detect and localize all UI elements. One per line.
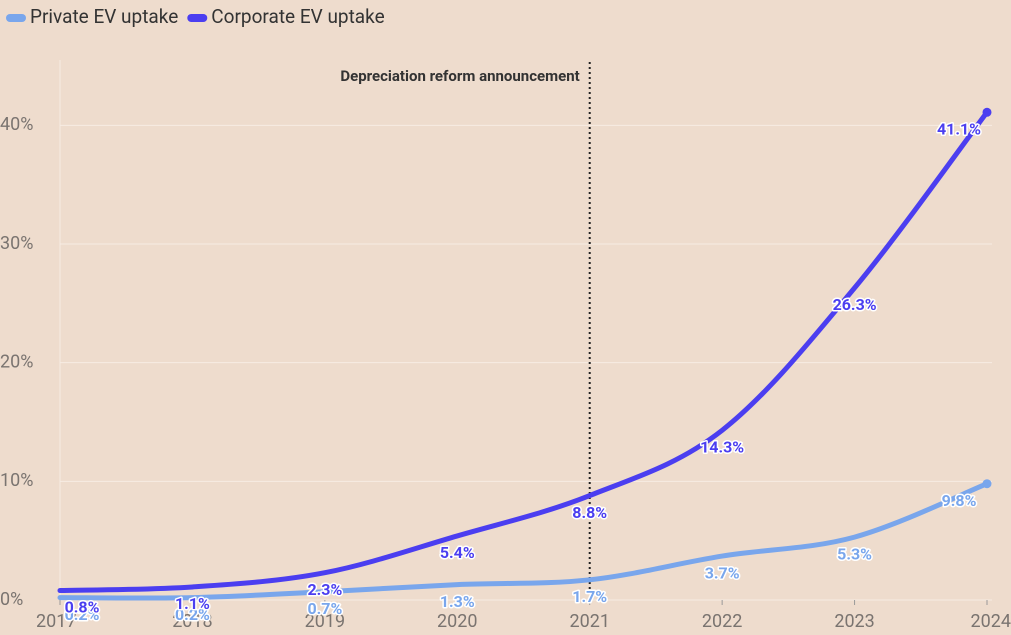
x-tick-label: 2023 [834,611,874,632]
data-label: 14.3% [700,438,744,457]
data-label: 8.8% [572,503,607,522]
series-line [57,481,990,601]
y-tick-label: 30% [0,233,33,254]
x-tick-label: 2018 [172,611,212,632]
data-label: 0.2% [175,605,210,624]
data-label: 41.1% [937,119,981,138]
annotation-text: Depreciation reform announcement [340,67,579,85]
legend-swatch [6,14,26,22]
end-point [982,107,992,117]
y-tick-label: 10% [0,470,33,491]
data-label: 0.8% [65,598,100,617]
x-tick-label: 2021 [569,611,609,632]
data-label: 9.8% [942,491,977,510]
data-label: 26.3% [833,295,877,314]
data-label: 1.3% [440,592,475,611]
legend-swatch [187,14,208,22]
data-label: 0.2% [65,605,100,624]
data-label: 1.1% [175,594,210,613]
y-tick-label: 20% [0,351,33,372]
end-point [982,479,992,489]
series-line [57,109,990,594]
data-label: 3.7% [705,563,740,582]
x-tick-label: 2020 [437,611,477,632]
y-tick-label: 40% [0,114,33,135]
legend-label: Corporate EV uptake [211,5,384,28]
data-label: 5.3% [837,544,872,563]
data-label: 2.3% [307,580,342,599]
x-tick-label: 2019 [305,611,345,632]
x-tick-label: 2022 [702,611,742,632]
data-label: 0.7% [307,599,342,618]
data-label: 5.4% [440,543,475,562]
data-label: 1.7% [572,587,607,606]
legend-label: Private EV uptake [30,5,178,28]
x-tick-label: 2024 [971,611,1011,632]
x-tick-label: 2017 [36,611,76,632]
y-tick-label: 0% [0,589,23,610]
